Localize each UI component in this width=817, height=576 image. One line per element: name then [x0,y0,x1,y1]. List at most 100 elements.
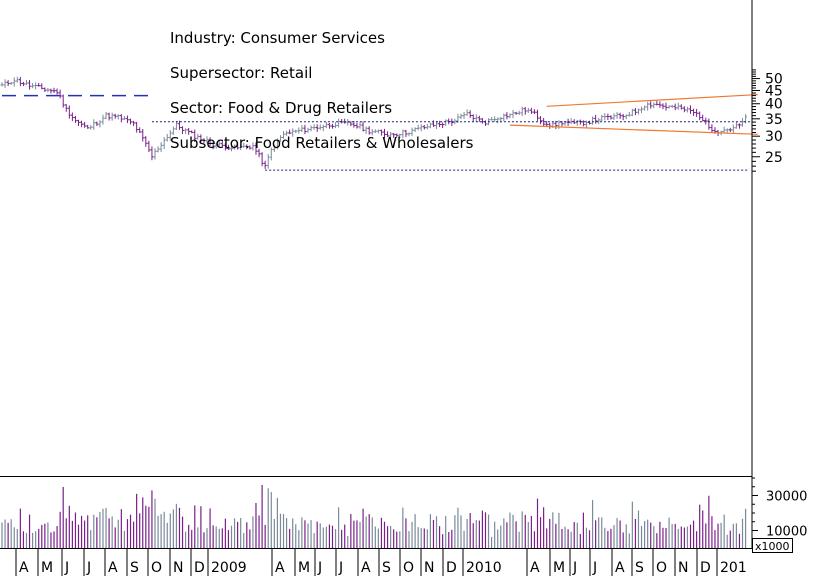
price-bar [288,129,292,135]
price-bar [159,142,163,153]
price-bar [208,137,212,146]
time-axis-labels: A M J J A S O N D 2009 A M J J A S O N D 2010 A M J J A S O N D 201 [15,548,747,576]
price-bar [395,133,399,138]
price-bar [64,104,68,112]
price-bar [453,118,457,125]
price-bar [685,106,689,113]
price-bar [129,118,133,125]
price-bar [67,105,71,119]
price-bar [291,128,295,137]
price-bar [318,124,322,131]
price-bar [46,87,50,93]
price-bar [223,143,227,151]
price-bar [636,108,640,115]
time-tick-label: A [19,560,29,576]
price-bar [667,105,671,109]
time-tick-label: 2009 [211,560,247,576]
price-bar [722,126,726,133]
price-bar [156,146,160,153]
price-bar [649,101,653,109]
price-bar [545,120,549,127]
price-bar [113,113,117,119]
price-bar [190,130,194,134]
time-tick-label: S [382,560,391,576]
time-tick-label: S [130,560,139,576]
price-bar [410,127,414,136]
price-bar [462,111,466,119]
price-bar [710,124,714,132]
price-bar [24,79,28,85]
price-bar [425,124,429,130]
volume-tick-label: 30000 [766,490,807,505]
price-bar [529,107,533,114]
time-tick-label: D [700,560,711,576]
price-bar [591,116,595,125]
price-bar [597,117,601,125]
price-bar [692,108,696,116]
price-bar [257,148,261,158]
price-bar [741,118,745,127]
price-bar [441,122,445,129]
price-bar [309,125,313,132]
volume-unit-box [752,538,793,553]
price-bar [211,140,215,150]
price-bar [334,122,338,128]
price-bar [282,131,286,139]
price-bar [505,112,509,120]
time-tick-label: M [553,560,565,576]
price-bar [633,107,637,116]
price-tick-label: 35 [765,112,783,128]
price-bar [306,127,310,133]
price-bar [58,89,62,99]
price-bar [312,124,316,130]
price-bar [239,144,243,151]
price-tick-label: 50 [765,72,783,88]
price-bar [248,145,252,150]
price-bar [15,76,19,83]
price-bar [468,110,472,118]
price-bar [269,147,273,161]
price-bar [37,82,41,87]
industry-label: Industry: Consumer Services [170,29,385,47]
time-tick-label: 2010 [466,560,502,576]
time-tick-label: N [424,560,434,576]
price-bar [370,129,374,136]
time-tick-label: N [173,560,183,576]
price-bar [89,125,93,130]
time-tick-label: A [530,560,540,576]
time-tick-label: O [151,560,162,576]
price-bar [226,144,230,150]
price-bar [676,102,680,110]
price-bar [9,81,13,85]
price-bar [355,122,359,129]
time-tick-label: O [656,560,667,576]
price-bar [230,146,233,152]
price-bar [407,132,411,137]
chart-overlays [2,93,758,171]
price-bar [187,127,191,135]
price-bar [511,109,515,119]
price-bar [266,153,270,169]
price-bar [364,126,368,134]
price-bar [603,113,607,121]
price-bar [324,121,328,129]
price-bar [474,114,478,123]
time-tick-label: J [338,560,343,576]
price-bar [285,130,289,136]
price-bar [278,135,282,142]
price-bar [171,126,175,135]
time-tick-label: J [592,560,597,576]
price-bar [630,108,634,117]
price-bar [673,103,677,111]
price-bar [177,120,181,130]
price-bar [300,124,304,133]
price-tick-label: 45 [765,83,783,99]
price-bar [640,106,644,114]
price-bar [18,76,22,87]
price-bar [153,148,157,160]
price-bar [92,119,96,130]
price-bar [3,79,7,88]
channel-upper-line [546,93,758,107]
price-bar [254,142,258,155]
